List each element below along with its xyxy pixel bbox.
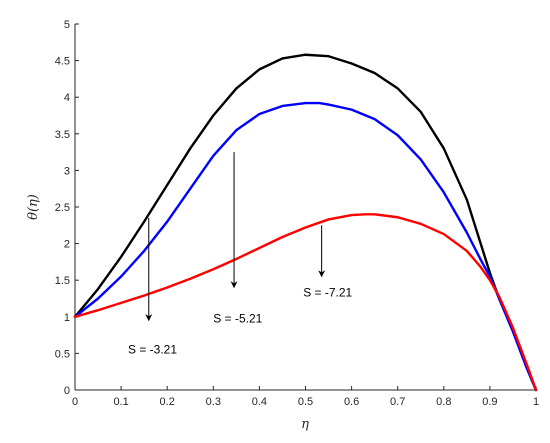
x-tick-label: 0.6	[344, 396, 359, 408]
y-tick-label: 0	[64, 385, 70, 397]
y-tick-label: 2	[64, 239, 70, 251]
annotation-label: S = -3.21	[128, 342, 177, 356]
x-tick-label: 1	[533, 396, 539, 408]
y-tick-label: 3	[64, 165, 70, 177]
y-tick-label: 0.5	[55, 348, 70, 360]
y-tick-label: 3.5	[55, 129, 70, 141]
plot-area: 0 0.1 0.2 0.3 0.4 0.5 0.6 0.7 0.8 0.9 1 0 0.5 1 1.5 2 2.…	[55, 19, 539, 408]
x-tick-label: 0.7	[390, 396, 405, 408]
annotation-label: S = -5.21	[213, 312, 262, 326]
x-tick-label: 0.8	[436, 396, 451, 408]
y-tick-label: 1.5	[55, 275, 70, 287]
series-line-3	[73, 213, 538, 392]
y-tick-label: 4	[64, 92, 70, 104]
y-tick-label: 5	[64, 19, 70, 31]
series-line-1	[73, 53, 538, 392]
y-axis-label: θ(η)	[26, 194, 41, 220]
x-tick-label: 0.3	[206, 396, 221, 408]
x-tick-label: 0.9	[482, 396, 497, 408]
y-tick-label: 2.5	[55, 202, 70, 214]
y-tick-label: 4.5	[55, 56, 70, 68]
annotation-label: S = -7.21	[303, 285, 352, 299]
x-tick-label: 0.4	[252, 396, 267, 408]
series-line-2	[73, 101, 538, 392]
x-tick-label: 0	[72, 396, 78, 408]
x-tick-label: 0.2	[160, 396, 175, 408]
x-tick-label: 0.5	[298, 396, 313, 408]
x-axis-label: η	[301, 417, 309, 432]
y-tick-label: 1	[64, 312, 70, 324]
x-tick-label: 0.1	[113, 396, 128, 408]
